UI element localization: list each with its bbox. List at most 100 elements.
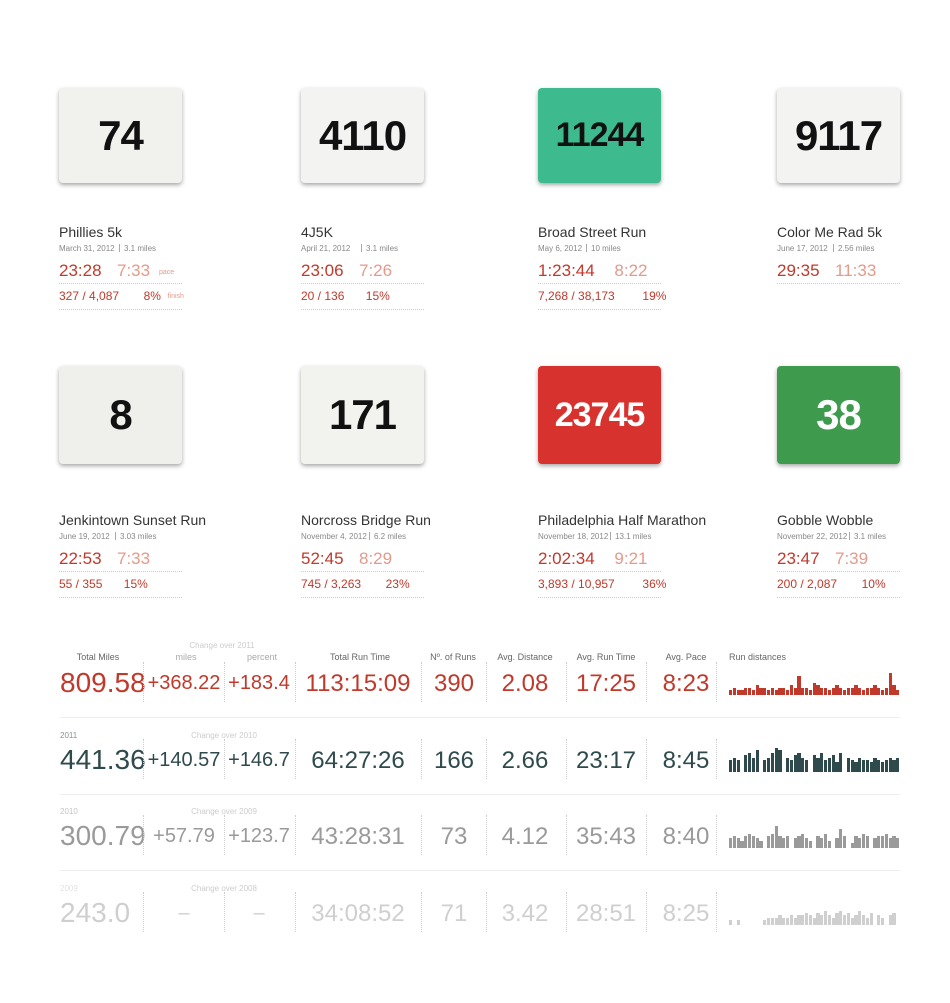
column-divider bbox=[421, 892, 422, 932]
divider bbox=[777, 571, 900, 572]
run-bar bbox=[884, 760, 888, 772]
run-bar bbox=[797, 752, 801, 772]
race-name: Philadelphia Half Marathon bbox=[538, 512, 707, 528]
run-bar bbox=[755, 838, 759, 848]
race-percent: 10% bbox=[861, 577, 886, 591]
race-bib: 38 bbox=[777, 366, 900, 464]
stat-value: +57.79 bbox=[153, 825, 215, 847]
year-label: 2010 bbox=[60, 807, 78, 816]
run-bar bbox=[774, 826, 778, 848]
divider bbox=[59, 571, 182, 572]
stat-value: – bbox=[253, 902, 265, 924]
race-place: 327 / 4,087 bbox=[59, 289, 120, 303]
race-distance: 2.56 miles bbox=[838, 244, 875, 253]
run-bar bbox=[881, 836, 885, 848]
column-header: Avg. Distance bbox=[497, 652, 553, 662]
column-divider bbox=[224, 815, 225, 855]
race-bib: 74 bbox=[59, 88, 182, 183]
race-pace: 8:29 bbox=[359, 549, 393, 568]
run-bar bbox=[786, 757, 790, 772]
run-bar bbox=[873, 838, 877, 848]
stat-value: 17:25 bbox=[575, 669, 637, 697]
row-rule bbox=[60, 870, 900, 871]
run-bar bbox=[892, 685, 896, 695]
run-bar bbox=[751, 836, 755, 848]
run-bar bbox=[778, 915, 782, 925]
race-percent: 15% bbox=[365, 289, 390, 303]
race-time: 23:28 bbox=[59, 261, 102, 280]
column-divider bbox=[295, 662, 296, 702]
column-divider bbox=[486, 815, 487, 855]
divider bbox=[301, 571, 424, 572]
column-divider bbox=[486, 892, 487, 932]
run-bar bbox=[881, 762, 885, 772]
separator bbox=[119, 244, 120, 252]
race-percent: 19% bbox=[642, 289, 667, 303]
race-distance: 3.1 miles bbox=[366, 244, 399, 253]
column-divider bbox=[716, 739, 717, 779]
column-header: Change over 2011 bbox=[189, 641, 255, 650]
run-bar bbox=[755, 750, 759, 772]
stat-value: 3.42 bbox=[501, 899, 549, 927]
run-bar bbox=[839, 687, 843, 695]
separator bbox=[361, 244, 362, 252]
separator bbox=[610, 532, 611, 540]
column-divider bbox=[566, 662, 567, 702]
run-bar bbox=[831, 687, 835, 695]
run-bar bbox=[816, 685, 820, 695]
run-bar bbox=[824, 833, 828, 848]
run-bar bbox=[850, 843, 854, 848]
column-divider bbox=[716, 815, 717, 855]
run-bar bbox=[767, 690, 771, 695]
run-bar bbox=[786, 690, 790, 695]
race-bib: 9117 bbox=[777, 88, 900, 183]
column-divider bbox=[295, 739, 296, 779]
run-bar bbox=[858, 910, 862, 925]
race-name: Norcross Bridge Run bbox=[301, 512, 431, 528]
run-bar bbox=[877, 687, 881, 695]
race-percent: 23% bbox=[385, 577, 410, 591]
race-time: 52:45 bbox=[301, 549, 344, 568]
race-percent: 36% bbox=[642, 577, 667, 591]
run-bar bbox=[744, 687, 748, 695]
run-bar bbox=[858, 838, 862, 848]
run-bar bbox=[884, 687, 888, 695]
race-bib: 171 bbox=[301, 366, 424, 464]
run-bar bbox=[854, 915, 858, 925]
column-header: Total Run Time bbox=[329, 652, 391, 662]
race-distance: 3.1 miles bbox=[854, 532, 887, 541]
run-bar bbox=[782, 838, 786, 848]
run-bar bbox=[770, 752, 774, 772]
run-bar bbox=[877, 760, 881, 772]
run-bar bbox=[736, 760, 740, 772]
run-bar bbox=[793, 917, 797, 925]
stat-value: 243.0 bbox=[60, 897, 131, 929]
stat-value: +368.22 bbox=[147, 672, 221, 694]
run-bar bbox=[820, 915, 824, 925]
run-bar bbox=[816, 913, 820, 925]
run-bar bbox=[801, 915, 805, 925]
run-bar bbox=[786, 836, 790, 848]
race-date: November 4, 2012 bbox=[301, 532, 367, 541]
run-bar bbox=[862, 690, 866, 695]
column-divider bbox=[224, 892, 225, 932]
race-name: 4J5K bbox=[301, 224, 333, 240]
race-name: Phillies 5k bbox=[59, 224, 123, 240]
separator bbox=[849, 532, 850, 540]
run-bar bbox=[732, 687, 736, 695]
column-divider bbox=[486, 739, 487, 779]
column-divider bbox=[421, 815, 422, 855]
run-bar bbox=[763, 760, 767, 772]
run-bar bbox=[854, 685, 858, 695]
race-name: Broad Street Run bbox=[538, 224, 647, 240]
stat-value: 71 bbox=[440, 899, 468, 927]
run-bar bbox=[748, 687, 752, 695]
stat-value: 28:51 bbox=[575, 899, 637, 927]
run-bar bbox=[850, 917, 854, 925]
column-divider bbox=[486, 662, 487, 702]
column-divider bbox=[566, 892, 567, 932]
run-bar bbox=[858, 757, 862, 772]
column-divider bbox=[421, 662, 422, 702]
run-bar bbox=[869, 762, 873, 772]
run-bar bbox=[816, 757, 820, 772]
